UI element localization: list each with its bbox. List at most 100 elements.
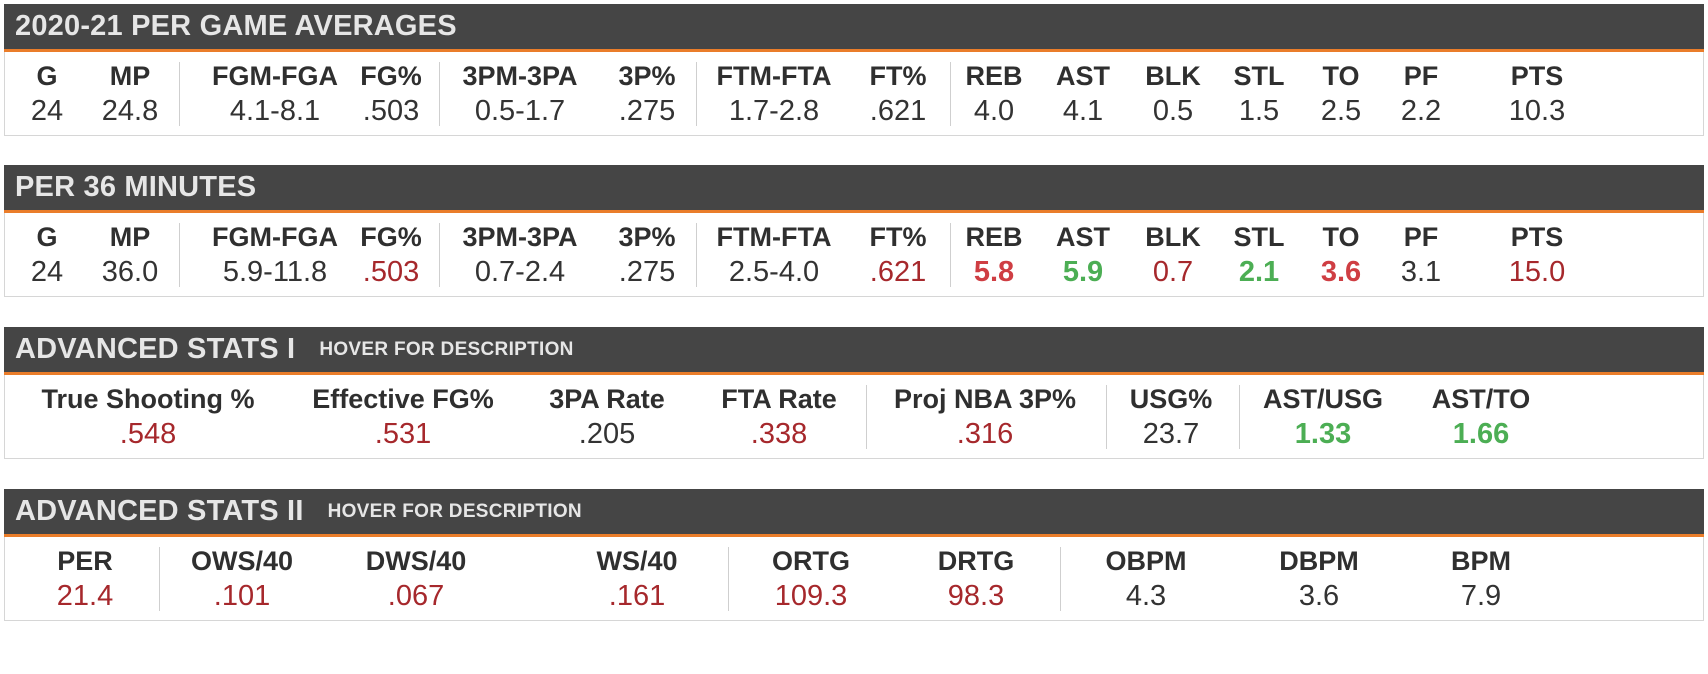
stat-label: DWS/40 <box>365 546 467 576</box>
stat-label: 3PA Rate <box>549 384 665 414</box>
stat-cell[interactable]: WS/40 .161 <box>596 537 677 621</box>
stat-label: 3P% <box>618 222 676 252</box>
stat-cell[interactable]: DBPM 3.6 <box>1279 537 1359 621</box>
stat-value: 0.7-2.4 <box>474 256 566 288</box>
stat-cell: PF 2.2 <box>1401 52 1441 136</box>
column-separator <box>179 62 180 126</box>
stat-cell[interactable]: AST/USG 1.33 <box>1263 375 1383 459</box>
stat-cell[interactable]: DWS/40 .067 <box>366 537 467 621</box>
stat-label: FGM-FGA <box>212 222 338 252</box>
stat-label: MP <box>109 222 151 252</box>
stat-label: AST/TO <box>1431 384 1531 414</box>
stat-value: 23.7 <box>1142 418 1200 450</box>
stat-label: TO <box>1322 61 1360 91</box>
section-title: 2020-21 PER GAME AVERAGES <box>15 10 457 42</box>
stat-cell: STL 1.5 <box>1234 52 1285 136</box>
stat-label: PF <box>1403 61 1439 91</box>
stats-row: True Shooting % .548 Effective FG% .531 3PA … <box>4 375 1704 459</box>
stat-cell[interactable]: OBPM 4.3 <box>1106 537 1187 621</box>
column-separator <box>439 223 440 287</box>
stat-value: 109.3 <box>774 580 848 612</box>
section-header: ADVANCED STATS I HOVER FOR DESCRIPTION <box>4 327 1704 375</box>
column-separator <box>866 385 867 449</box>
per-game-averages-panel: 2020-21 PER GAME AVERAGES G 24 MP 24.8 FGM-F… <box>4 4 1704 136</box>
stat-cell: G 24 <box>31 213 63 297</box>
stats-row: G 24 MP 24.8 FGM-FGA 4.1-8.1 FG% .503 3PM-3PA 0.5… <box>4 52 1704 136</box>
stat-cell[interactable]: ORTG 109.3 <box>772 537 850 621</box>
stat-cell: MP 36.0 <box>102 213 158 297</box>
stat-cell: PTS 10.3 <box>1509 52 1565 136</box>
section-title: ADVANCED STATS I <box>15 333 296 365</box>
stat-cell: AST 5.9 <box>1056 213 1110 297</box>
stat-cell[interactable]: USG% 23.7 <box>1130 375 1213 459</box>
stat-value: 1.66 <box>1452 418 1510 450</box>
stat-cell[interactable]: OWS/40 .101 <box>191 537 293 621</box>
stat-label: 3PM-3PA <box>462 61 578 91</box>
stat-cell: TO 3.6 <box>1321 213 1361 297</box>
column-separator <box>696 223 697 287</box>
stat-label: OBPM <box>1105 546 1187 576</box>
stat-cell: G 24 <box>31 52 63 136</box>
stat-value: 4.1 <box>1062 95 1104 127</box>
hover-description-hint[interactable]: HOVER FOR DESCRIPTION <box>327 500 582 522</box>
section-header: ADVANCED STATS II HOVER FOR DESCRIPTION <box>4 489 1704 537</box>
stat-label: 3P% <box>618 61 676 91</box>
stat-value: .101 <box>213 580 271 612</box>
stat-cell[interactable]: AST/TO 1.66 <box>1432 375 1531 459</box>
stat-cell[interactable]: BPM 7.9 <box>1451 537 1511 621</box>
stat-value: 21.4 <box>56 580 114 612</box>
stat-value: 2.2 <box>1400 95 1442 127</box>
stat-label: DRTG <box>937 546 1015 576</box>
stat-value: .531 <box>374 418 432 450</box>
stat-cell: REB 5.8 <box>965 213 1022 297</box>
column-separator <box>159 547 160 611</box>
stat-value: 4.1-8.1 <box>229 95 321 127</box>
stat-value: .548 <box>119 418 177 450</box>
stat-label: FT% <box>869 61 927 91</box>
stat-value: .067 <box>387 580 445 612</box>
stat-value: .316 <box>956 418 1014 450</box>
stat-label: BPM <box>1451 546 1511 576</box>
per-36-minutes-panel: PER 36 MINUTES G 24 MP 36.0 FGM-FGA 5.9-11.8 F… <box>4 165 1704 297</box>
stat-label: WS/40 <box>596 546 678 576</box>
stat-value: .275 <box>618 95 676 127</box>
stat-label: FT% <box>869 222 927 252</box>
section-header: 2020-21 PER GAME AVERAGES <box>4 4 1704 52</box>
stat-cell: 3P% .275 <box>618 52 675 136</box>
stat-cell[interactable]: 3PA Rate .205 <box>549 375 665 459</box>
stat-label: 3PM-3PA <box>462 222 578 252</box>
stat-label: BLK <box>1145 222 1201 252</box>
stat-cell[interactable]: PER 21.4 <box>57 537 113 621</box>
stat-label: BLK <box>1145 61 1201 91</box>
stats-row: G 24 MP 36.0 FGM-FGA 5.9-11.8 FG% .503 3PM-3PA 0.… <box>4 213 1704 297</box>
stat-value: .205 <box>578 418 636 450</box>
advanced-stats-2-panel: ADVANCED STATS II HOVER FOR DESCRIPTION … <box>4 489 1704 621</box>
stat-cell: PTS 15.0 <box>1509 213 1565 297</box>
stat-label: FGM-FGA <box>212 61 338 91</box>
stat-value: 0.5-1.7 <box>474 95 566 127</box>
stat-cell[interactable]: True Shooting % .548 <box>42 375 255 459</box>
stat-value: 5.8 <box>973 256 1015 288</box>
column-separator <box>439 62 440 126</box>
stat-value: 5.9-11.8 <box>222 256 328 288</box>
stat-value: 10.3 <box>1508 95 1566 127</box>
hover-description-hint[interactable]: HOVER FOR DESCRIPTION <box>319 338 574 360</box>
stat-label: MP <box>109 61 151 91</box>
stat-value: 24 <box>30 95 64 127</box>
stat-value: 0.5 <box>1152 95 1194 127</box>
stat-cell[interactable]: Proj NBA 3P% .316 <box>894 375 1076 459</box>
stat-cell[interactable]: FTA Rate .338 <box>721 375 837 459</box>
stat-label: AST <box>1056 61 1110 91</box>
stat-value: .621 <box>869 95 927 127</box>
column-separator <box>950 223 951 287</box>
stat-value: 24 <box>30 256 64 288</box>
stat-label: FG% <box>360 61 422 91</box>
stat-value: .275 <box>618 256 676 288</box>
stat-label: FTA Rate <box>721 384 837 414</box>
stat-value: 1.7-2.8 <box>728 95 820 127</box>
stat-cell[interactable]: DRTG 98.3 <box>938 537 1015 621</box>
column-separator <box>1060 547 1061 611</box>
stat-cell[interactable]: Effective FG% .531 <box>312 375 494 459</box>
column-separator <box>1106 385 1107 449</box>
